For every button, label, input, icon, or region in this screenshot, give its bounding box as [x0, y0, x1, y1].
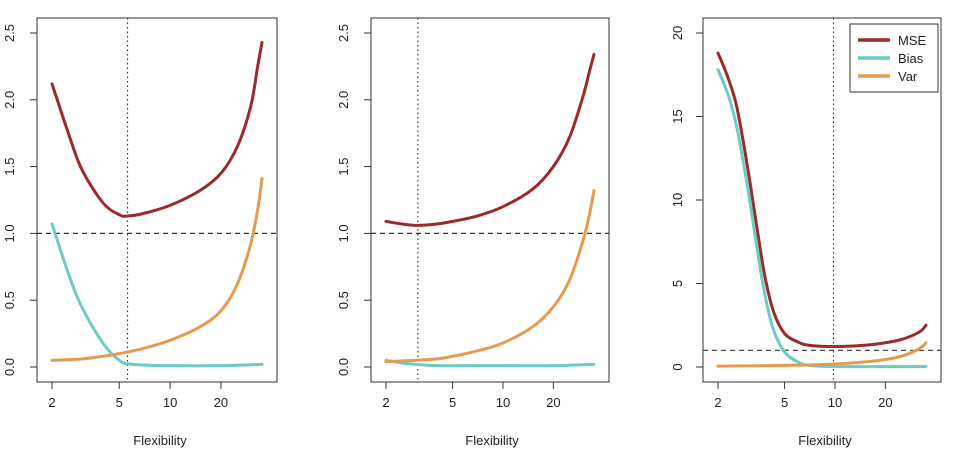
- series-line-var: [716, 341, 928, 368]
- series-line-bias: [50, 222, 264, 368]
- y-tick-label: 2.5: [2, 24, 17, 42]
- legend: MSE Bias Var: [849, 23, 939, 93]
- y-tick-label: 2.0: [2, 91, 17, 109]
- y-tick-label: 0: [670, 363, 685, 370]
- chart-panel-middle: 2 5 10 20 0.0 0.5 1.0 1.5 2.0 2.5 Flexibility: [336, 17, 610, 448]
- y-tick-label: 1.5: [2, 158, 17, 176]
- series-line-bias: [716, 68, 928, 369]
- y-tick-label: 1.0: [2, 224, 17, 242]
- y-tick-label: 20: [670, 26, 685, 40]
- y-tick-label: 5: [670, 280, 685, 287]
- legend-label-bias: Bias: [898, 51, 924, 66]
- y-axis: 0.0 0.5 1.0 1.5 2.0 2.5: [336, 24, 371, 376]
- y-tick-label: 0.0: [2, 358, 17, 376]
- x-axis: 2 5 10 20: [714, 382, 893, 410]
- y-tick-label: 0.5: [2, 291, 17, 309]
- y-tick-label: 2.5: [336, 24, 351, 42]
- series-line-mse: [384, 52, 596, 227]
- series-line-var: [50, 177, 264, 362]
- x-tick-label: 20: [878, 395, 892, 410]
- x-tick-label: 2: [714, 395, 721, 410]
- series-line-mse: [50, 40, 264, 218]
- y-tick-label: 2.0: [336, 91, 351, 109]
- legend-label-mse: MSE: [898, 33, 927, 48]
- plot-frame: [36, 17, 278, 383]
- y-tick-label: 1.0: [336, 224, 351, 242]
- y-tick-label: 1.5: [336, 158, 351, 176]
- x-tick-label: 10: [496, 395, 510, 410]
- legend-label-var: Var: [898, 69, 918, 84]
- y-tick-label: 10: [670, 193, 685, 207]
- x-tick-label: 10: [163, 395, 177, 410]
- y-axis: 0 5 10 15 20: [670, 26, 703, 371]
- x-tick-label: 20: [214, 395, 228, 410]
- x-axis-title: Flexibility: [465, 433, 519, 448]
- series-line-var: [384, 189, 596, 364]
- x-tick-label: 5: [781, 395, 788, 410]
- chart-panel-left: 2 5 10 20 0.0 0.5 1.0 1.5 2.0 2.5 Flexibility: [2, 17, 278, 448]
- y-tick-label: 0.5: [336, 291, 351, 309]
- x-axis: 2 5 10 20: [382, 382, 561, 410]
- y-tick-label: 0.0: [336, 358, 351, 376]
- x-tick-label: 5: [116, 395, 123, 410]
- series-line-mse: [716, 51, 928, 349]
- x-axis-title: Flexibility: [133, 433, 187, 448]
- chart-panel-right: 2 5 10 20 0 5 10 15 20 Flexibility MSE Bias Var: [670, 17, 942, 448]
- x-tick-label: 5: [449, 395, 456, 410]
- x-tick-label: 2: [382, 395, 389, 410]
- x-tick-label: 10: [828, 395, 842, 410]
- x-tick-label: 2: [48, 395, 55, 410]
- x-axis: 2 5 10 20: [48, 382, 228, 410]
- y-tick-label: 15: [670, 109, 685, 123]
- x-tick-label: 20: [546, 395, 560, 410]
- x-axis-title: Flexibility: [798, 433, 852, 448]
- y-axis: 0.0 0.5 1.0 1.5 2.0 2.5: [2, 24, 37, 376]
- series-line-bias: [384, 358, 596, 368]
- plot-frame: [370, 17, 610, 383]
